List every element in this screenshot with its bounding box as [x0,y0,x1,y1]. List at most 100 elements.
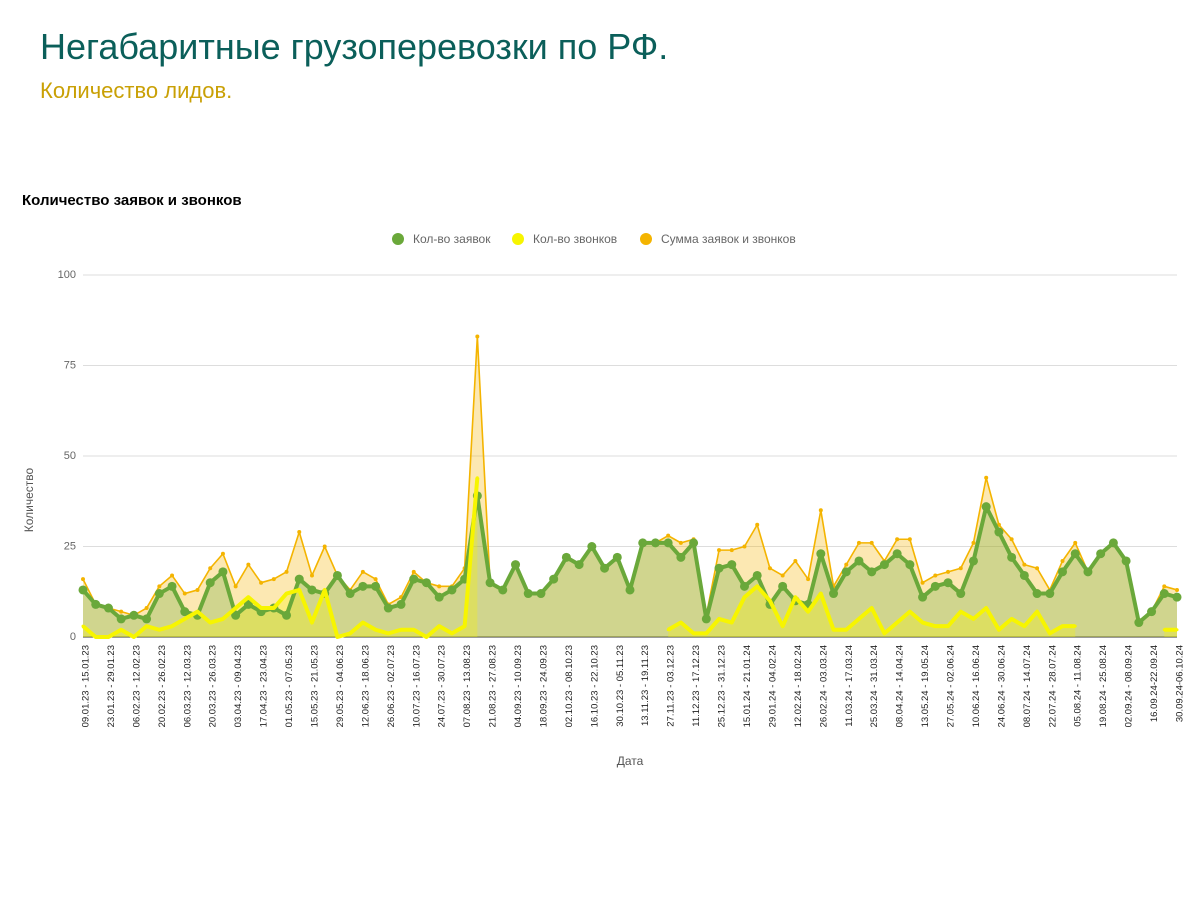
point [997,628,1001,632]
point [1162,584,1167,589]
point [730,621,734,625]
point [905,560,915,570]
point [819,592,823,596]
y-axis-label: Количество [22,467,36,532]
point [816,549,826,559]
point [1070,549,1080,559]
point [81,577,85,582]
point [663,538,673,548]
point [666,533,671,538]
point [170,624,174,628]
point [1073,540,1078,545]
point [727,560,737,570]
point [371,581,381,591]
point [907,537,912,542]
point [755,522,760,527]
point [1096,549,1106,559]
point [437,624,441,628]
point [94,635,98,639]
point [1048,631,1052,635]
point [981,502,991,512]
point [271,577,276,582]
x-tick-label: 03.04.23 - 09.04.23 [233,645,244,727]
point [409,574,419,584]
point [806,577,811,582]
point [689,538,699,548]
point [1175,628,1179,632]
point [246,562,251,567]
point [676,552,686,562]
point [959,610,963,614]
point [943,578,953,588]
point [157,628,161,632]
x-tick-label: 01.05.23 - 07.05.23 [284,645,295,727]
point [116,614,126,624]
point [259,606,263,610]
x-tick-label: 12.06.23 - 18.06.23 [360,645,371,727]
point [259,580,264,585]
point [1083,567,1093,577]
point [1175,587,1179,592]
point [984,475,989,480]
point [908,610,912,614]
point [856,540,861,545]
point [1147,607,1157,617]
point [103,603,113,613]
point [1058,567,1068,577]
x-tick-label: 10.07.23 - 16.07.23 [411,645,422,727]
point [450,631,454,635]
point [119,628,123,632]
point [142,614,152,624]
point [692,631,696,635]
x-tick-label: 13.11.23 - 19.11.23 [640,645,651,726]
point [170,573,175,578]
point [154,589,164,599]
chart-title: Количество заявок и звонков [22,192,242,209]
point [844,562,849,567]
point [373,577,378,582]
x-tick-label: 30.09.24-06.10.24 [1175,645,1186,722]
point [129,610,139,620]
point [307,585,317,595]
point [1121,556,1131,566]
point [297,530,302,535]
point [233,584,238,589]
point [818,508,823,513]
point [994,527,1004,537]
point [933,624,937,628]
point [81,624,85,628]
point [218,567,228,577]
point [561,552,571,562]
point [638,538,648,548]
point [1007,552,1017,562]
x-tick-label: 17.04.23 - 23.04.23 [259,645,270,727]
point [335,635,339,639]
x-tick-label: 10.06.24 - 16.06.24 [971,645,982,727]
point [272,606,276,610]
point [918,592,928,602]
point [612,552,622,562]
point [463,624,467,628]
x-tick-label: 19.08.24 - 25.08.24 [1098,645,1109,727]
point [755,584,759,588]
point [282,610,292,620]
point [1061,624,1065,628]
point [157,584,162,589]
point [145,624,149,628]
point [208,566,213,571]
point [781,624,785,628]
point [498,585,508,595]
point [437,584,442,589]
point [1035,566,1040,571]
point [921,621,925,625]
point [285,592,289,596]
x-tick-label: 20.02.23 - 26.02.23 [157,645,168,727]
point [412,628,416,632]
point [650,538,660,548]
x-tick-label: 13.05.24 - 19.05.24 [920,645,931,727]
point [144,606,149,611]
point [91,599,101,609]
point [1022,624,1026,628]
point [195,587,200,592]
